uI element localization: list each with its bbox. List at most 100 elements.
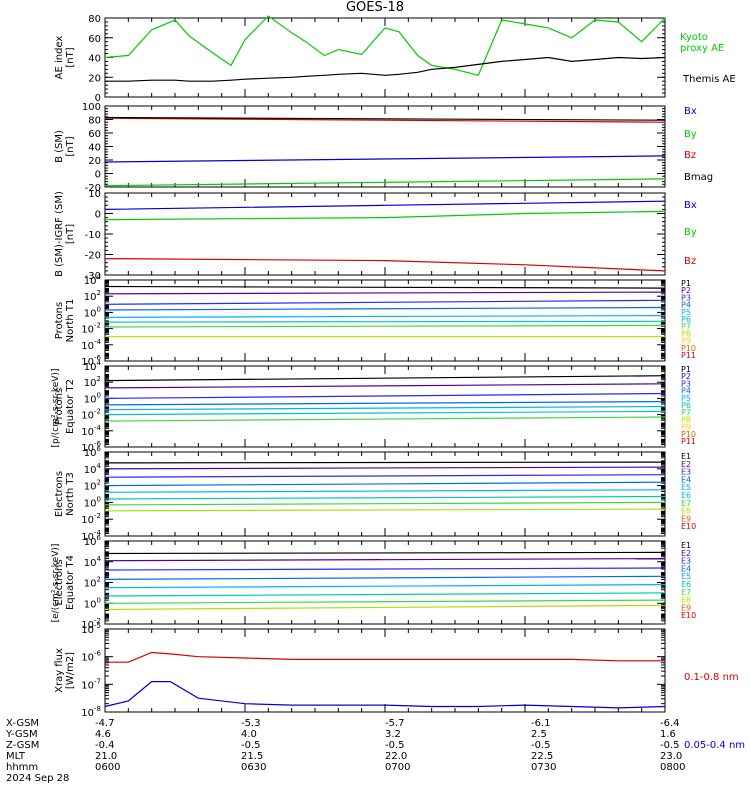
- legend-kyoto-ae: proxy AE: [680, 43, 724, 54]
- y-tick-label: 10-4: [81, 338, 101, 352]
- y-axis-label: Protons: [54, 302, 65, 339]
- y-axis-label: AE index: [54, 36, 65, 80]
- y-tick-label: -20: [85, 251, 101, 262]
- legend-kyoto-ae: Kyoto: [680, 32, 708, 43]
- y-axis-label: Electrons: [54, 559, 65, 605]
- orbit-row-label: Z-GSM: [6, 740, 39, 751]
- units-proton: [p/(cm²-s-sr-keV)]: [51, 369, 61, 448]
- y-tick-label: 80: [88, 116, 101, 127]
- orbit-value: -0.4: [95, 740, 115, 751]
- panel-6: 106 104 102 100 10-2 10-4 Electrons North T3: [54, 445, 666, 543]
- panel-4: 104 102 100 10-2 10-4 10-6 Protons North T1: [54, 273, 666, 368]
- legend-proton-t1: P1: [681, 279, 691, 288]
- units-electron: [e/(cm²-s-sr-keV)]: [51, 544, 61, 623]
- legend-proton-t2: P4: [681, 387, 691, 396]
- y-axis-label: [W/m2]: [65, 652, 76, 689]
- y-tick-label: 60: [88, 34, 101, 45]
- series-line-p7: [104, 416, 666, 422]
- series-line-p5: [104, 405, 666, 411]
- y-tick-label: 10-2: [81, 322, 101, 336]
- series-line-e8: [104, 508, 666, 512]
- series-line-e3: [104, 567, 666, 571]
- y-tick-label: 10-7: [81, 677, 101, 691]
- panel-8: 10-5 10-6 10-7 10-8 Xray flux [W/m2]: [54, 622, 666, 719]
- y-tick-label: 0: [95, 210, 101, 221]
- legend-bsm: Bx: [684, 106, 697, 117]
- series-line-e5: [104, 489, 666, 493]
- legend-electron-t3: E7: [681, 499, 691, 508]
- orbit-value: 0630: [241, 762, 266, 773]
- orbit-row-label: X-GSM: [6, 718, 39, 729]
- legend-electron-t3: E1: [681, 452, 691, 461]
- legend-electron-t4: E5: [681, 572, 691, 581]
- series-line-e7: [104, 501, 666, 506]
- legend-proton-t2: P8: [681, 415, 691, 424]
- legend-proton-t1: P3: [681, 293, 691, 302]
- y-tick-label: 102: [84, 576, 101, 590]
- y-axis-label: Equator T4: [65, 555, 76, 610]
- y-tick-label: 10-8: [81, 705, 101, 719]
- y-axis-label: Equator T2: [65, 379, 76, 434]
- legend-electron-t4: E1: [681, 541, 691, 550]
- y-tick-label: 10-6: [81, 650, 101, 664]
- y-axis-label: Protons: [54, 388, 65, 425]
- series-line-e4: [104, 481, 666, 487]
- y-tick-label: 40: [88, 54, 101, 65]
- panel-1: 0 20 40 60 80 AE index [nT]: [54, 14, 666, 104]
- y-tick-label: 10: [88, 189, 101, 200]
- legend-proton-t1: P11: [681, 351, 696, 360]
- series-line-p3: [104, 299, 666, 305]
- y-tick-label: 10-6: [81, 440, 101, 454]
- series-line-e1: [104, 551, 666, 555]
- legend-electron-t3: E3: [681, 468, 691, 477]
- series-line-p1: [104, 375, 666, 382]
- series-line-p7: [104, 324, 666, 328]
- legend-bigrf: Bx: [684, 200, 697, 211]
- orbit-value: -0.5: [660, 740, 680, 751]
- legend-electron-t4: E6: [681, 580, 691, 589]
- legend-themis-ae: Themis AE: [682, 74, 736, 85]
- orbit-value: -0.5: [531, 740, 551, 751]
- y-axis-label: B (SM)-IGRF (SM): [54, 191, 65, 277]
- orbit-value: 21.5: [241, 751, 263, 762]
- series-line-e3: [104, 474, 666, 478]
- orbit-value: -0.5: [385, 740, 405, 751]
- y-tick-label: -10: [85, 230, 101, 241]
- legend-electron-t4: E2: [681, 549, 691, 558]
- orbit-value: 2.5: [531, 729, 547, 740]
- orbit-value: 1.6: [660, 729, 676, 740]
- series-line-p5: [104, 315, 666, 318]
- orbit-row-label: hhmm: [6, 762, 38, 773]
- series-line-p4: [104, 401, 666, 406]
- series-line-p1: [104, 285, 666, 289]
- orbit-value: 22.0: [385, 751, 407, 762]
- series-line-bz: [104, 117, 666, 123]
- legend-electron-t3: E8: [681, 507, 691, 516]
- legend-bsm: By: [684, 129, 697, 140]
- legend-bigrf: Bz: [684, 256, 696, 267]
- plot-title: GOES-18: [345, 0, 404, 15]
- y-axis-label: [nT]: [65, 47, 76, 67]
- y-axis-label: North T3: [65, 472, 76, 516]
- legend-xray-long: 0.1-0.8 nm: [684, 672, 739, 683]
- y-tick-label: 102: [84, 289, 101, 303]
- series-line-by: [104, 178, 666, 187]
- orbit-value: -6.4: [660, 718, 680, 729]
- series-line-e7: [104, 599, 666, 604]
- orbit-value: -0.5: [241, 740, 261, 751]
- orbit-value: 0700: [385, 762, 410, 773]
- legend-proton-t2: P10: [681, 430, 696, 439]
- legend-electron-t3: E4: [681, 475, 691, 484]
- y-tick-label: 100: [84, 391, 101, 405]
- panel-3: -30 -20 -10 0 10 B (SM)-IGRF (SM) [nT]: [54, 189, 666, 282]
- legend-proton-t2: P7: [681, 408, 691, 417]
- orbit-value: 23.0: [660, 751, 682, 762]
- legend-electron-t4: E9: [681, 603, 691, 612]
- orbit-row-label: MLT: [6, 751, 26, 762]
- y-tick-label: 10-2: [81, 512, 101, 526]
- y-tick-label: 10-4: [81, 529, 101, 543]
- series-line-e1: [104, 461, 666, 464]
- y-tick-label: -30: [85, 271, 101, 282]
- series-line-bx: [104, 200, 666, 210]
- panel-frame: [104, 628, 666, 713]
